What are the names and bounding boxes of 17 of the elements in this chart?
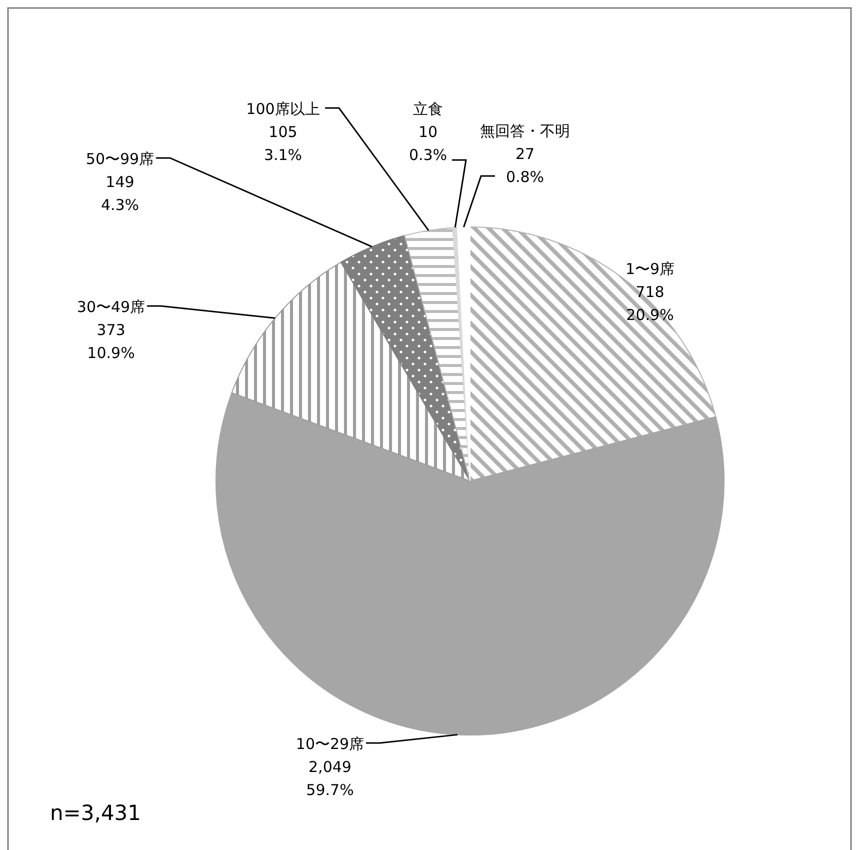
data-label: 149 4.3% bbox=[100, 173, 140, 214]
data-label: 373 10.9% bbox=[87, 321, 135, 362]
data-label: 10 0.3% bbox=[408, 123, 448, 164]
pie-slice bbox=[340, 235, 470, 482]
data-label: 2,049 59.7% bbox=[306, 758, 354, 799]
text: n=3,431 bbox=[50, 801, 142, 825]
slice-label: 50〜99席 bbox=[86, 150, 154, 168]
slice-label: 無回答・不明 bbox=[480, 122, 570, 140]
slice-label: 100席以上 bbox=[246, 100, 320, 118]
data-label: 27 0.8% bbox=[506, 145, 544, 186]
data-label: 105 3.1% bbox=[264, 123, 302, 164]
pie-slice bbox=[456, 226, 470, 482]
slice-label: 10〜29席 bbox=[296, 735, 364, 753]
data-label: 718 20.9% bbox=[626, 283, 674, 324]
slice-label: 立食 bbox=[413, 100, 443, 118]
slice-label: 30〜49席 bbox=[76, 298, 146, 316]
slice-label: 1〜9席 bbox=[625, 260, 675, 278]
